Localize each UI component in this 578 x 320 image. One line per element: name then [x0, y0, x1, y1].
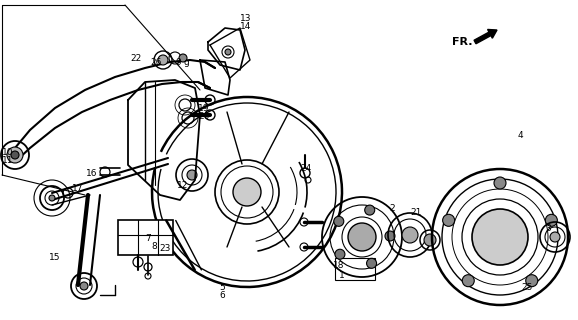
Text: 3: 3 — [545, 223, 551, 233]
Text: 13: 13 — [240, 13, 252, 22]
Text: 26: 26 — [150, 58, 162, 67]
Circle shape — [11, 151, 19, 159]
Text: 4: 4 — [517, 131, 523, 140]
Circle shape — [472, 209, 528, 265]
Circle shape — [526, 275, 538, 287]
Text: 21: 21 — [410, 207, 422, 217]
Text: 5: 5 — [219, 284, 225, 292]
Text: 15: 15 — [49, 253, 61, 262]
Text: 6: 6 — [219, 292, 225, 300]
Circle shape — [334, 216, 344, 226]
Bar — [118, 220, 173, 255]
FancyArrow shape — [474, 29, 497, 44]
Text: 2: 2 — [389, 204, 395, 212]
Text: 25: 25 — [521, 284, 533, 292]
Text: 9: 9 — [175, 58, 181, 67]
Text: 19: 19 — [198, 103, 210, 113]
Circle shape — [233, 178, 261, 206]
Text: 18: 18 — [334, 260, 344, 269]
Circle shape — [424, 234, 436, 246]
Text: 10: 10 — [2, 148, 14, 156]
Text: 22: 22 — [131, 53, 142, 62]
Text: 16: 16 — [86, 169, 98, 178]
Circle shape — [443, 214, 455, 226]
Circle shape — [158, 55, 168, 65]
Circle shape — [49, 195, 55, 201]
Text: 14: 14 — [240, 21, 251, 30]
Circle shape — [335, 249, 345, 259]
Circle shape — [187, 170, 197, 180]
Text: 23: 23 — [160, 244, 171, 252]
Text: 7: 7 — [145, 234, 151, 243]
Bar — [335, 258, 375, 280]
Circle shape — [366, 258, 377, 268]
Circle shape — [546, 214, 557, 226]
Circle shape — [385, 231, 395, 241]
Text: 11: 11 — [2, 156, 14, 164]
Circle shape — [179, 54, 187, 62]
Text: 20: 20 — [198, 111, 210, 121]
Circle shape — [7, 147, 23, 163]
Text: 17: 17 — [72, 183, 84, 193]
Circle shape — [365, 205, 375, 215]
Circle shape — [494, 177, 506, 189]
Circle shape — [402, 227, 418, 243]
Text: 1: 1 — [339, 270, 345, 279]
Text: 12: 12 — [177, 180, 188, 189]
Circle shape — [462, 275, 475, 287]
Circle shape — [550, 232, 560, 242]
Text: g: g — [183, 58, 189, 67]
Text: 24: 24 — [301, 164, 312, 172]
Circle shape — [348, 223, 376, 251]
Circle shape — [80, 282, 88, 290]
Text: 8: 8 — [151, 242, 157, 251]
Text: FR.: FR. — [453, 37, 473, 47]
Circle shape — [225, 49, 231, 55]
